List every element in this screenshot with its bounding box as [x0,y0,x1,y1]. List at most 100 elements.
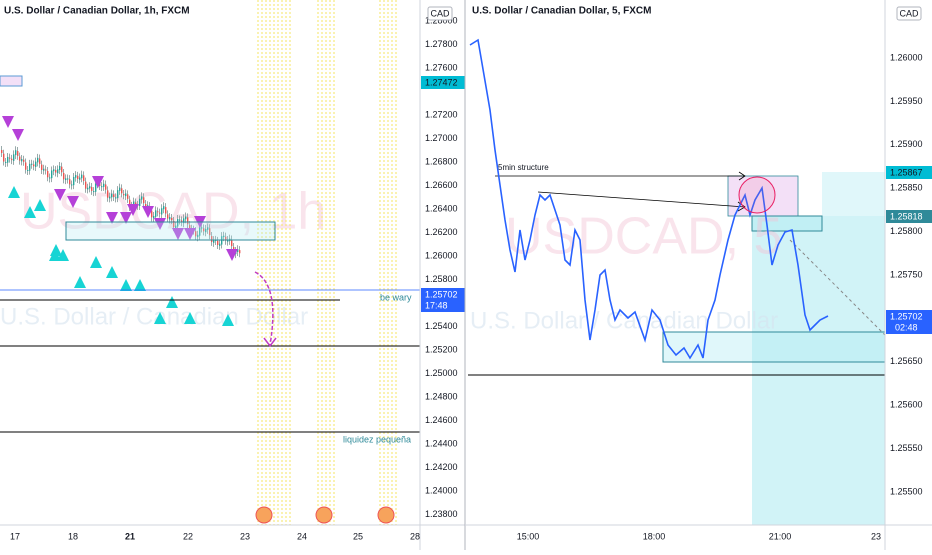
candle-body [161,208,163,215]
time-tick-label: 21:00 [769,531,792,541]
price-tick-label: 1.25500 [890,486,923,496]
price-tick-label: 1.25750 [890,269,923,279]
candle-body [95,183,97,192]
candle-body [41,164,43,170]
countdown: 02:48 [895,322,918,332]
projection-line [789,239,886,336]
candle-body [213,240,215,243]
price-tick-label: 1.25600 [890,400,923,410]
candle-body [157,211,159,213]
currency: CAD [899,8,919,18]
watermark-subtitle: U.S. Dollar / Canadian Dollar [0,303,308,330]
buy-signal [90,256,102,268]
candle-body [113,194,115,197]
price-tick-label: 1.24600 [425,415,458,425]
candle-body [7,156,9,163]
candle-body [27,169,29,171]
time-tick-label: 18 [68,531,78,541]
buy-signal [74,276,86,288]
candle-body [223,235,225,238]
watermark: USDCAD, 5 [505,208,782,266]
buy-signal [134,279,146,291]
zone [662,331,886,363]
candle-body [173,221,175,228]
candle-body [197,234,199,238]
arrow-head [263,337,277,348]
time-highlights [255,0,397,525]
price-label [421,288,465,312]
candle-body [205,228,207,233]
candle-body [163,206,165,210]
candle-body [67,178,69,180]
candle-body [217,240,219,245]
candle-body [127,194,129,199]
candle-body [187,217,189,225]
candle-body [207,227,209,230]
sell-signal [67,196,79,208]
candle-body [71,184,73,186]
candle-body [25,162,27,170]
zone [822,172,885,216]
chart-title: U.S. Dollar / Canadian Dollar, 5, FXCM [472,6,651,17]
zone [65,221,276,241]
candle-body [155,210,157,217]
candle-body [33,164,35,167]
candle-body [63,172,65,180]
candle-body [85,181,87,189]
candle-body [91,186,93,191]
buy-signal [24,206,36,218]
candle-body [19,156,21,161]
candle-body [31,163,33,165]
candle-body [9,157,11,159]
candle-body [55,170,57,173]
price-tick-label: 1.25200 [425,344,458,354]
candles [1,116,241,326]
candle-body [125,193,127,197]
countdown: 17:48 [425,300,448,310]
price-tick-label: 1.27000 [425,133,458,143]
price-tick-label: 1.25850 [890,183,923,193]
buy-signal [106,266,118,278]
candle-body [77,175,79,180]
candle-body [11,158,13,161]
time-tick-label: 21 [125,531,135,541]
candle-body [29,163,31,171]
time-ticks: 15:00 18:00 21:00 23 [517,531,881,541]
buy-signal [154,312,166,324]
candle-body [177,219,179,227]
price-label-text: 1.25867 [890,167,923,177]
price-tick-label: 1.24000 [425,485,458,495]
price-tick-label: 1.27600 [425,62,458,72]
price-line [469,38,829,360]
buy-signal [222,314,234,326]
annotation: 5min structure [498,163,549,172]
candle-body [79,177,81,180]
candle-body [1,150,3,153]
chart-title: U.S. Dollar / Canadian Dollar, 1h, FXCM [4,6,190,17]
candle-body [239,250,241,254]
price-tick-label: 1.25550 [890,443,923,453]
candle-body [209,228,211,236]
candle-body [115,197,117,199]
candle-body [171,217,173,221]
price-tick-label: 1.26000 [890,52,923,62]
price-tick-label: 1.25800 [890,226,923,236]
candle-body [159,212,161,214]
buy-signal [34,199,46,211]
time-tick-label: 22 [183,531,193,541]
candle-body [23,159,25,162]
sell-signal [2,116,14,128]
candle-body [183,218,185,224]
candle-body [5,161,7,163]
buy-signal [120,279,132,291]
candle-body [175,225,177,228]
price-tick-label: 1.26000 [425,250,458,260]
candle-body [83,175,85,181]
candle-body [231,239,233,247]
price-axis [885,0,932,550]
candle-body [109,196,111,199]
candle-body [141,196,143,200]
price-tick-label: 1.25650 [890,356,923,366]
candle-body [169,217,171,220]
right-panel: USDCAD, 5 U.S. Dollar / Canadian Dollar … [465,0,932,550]
